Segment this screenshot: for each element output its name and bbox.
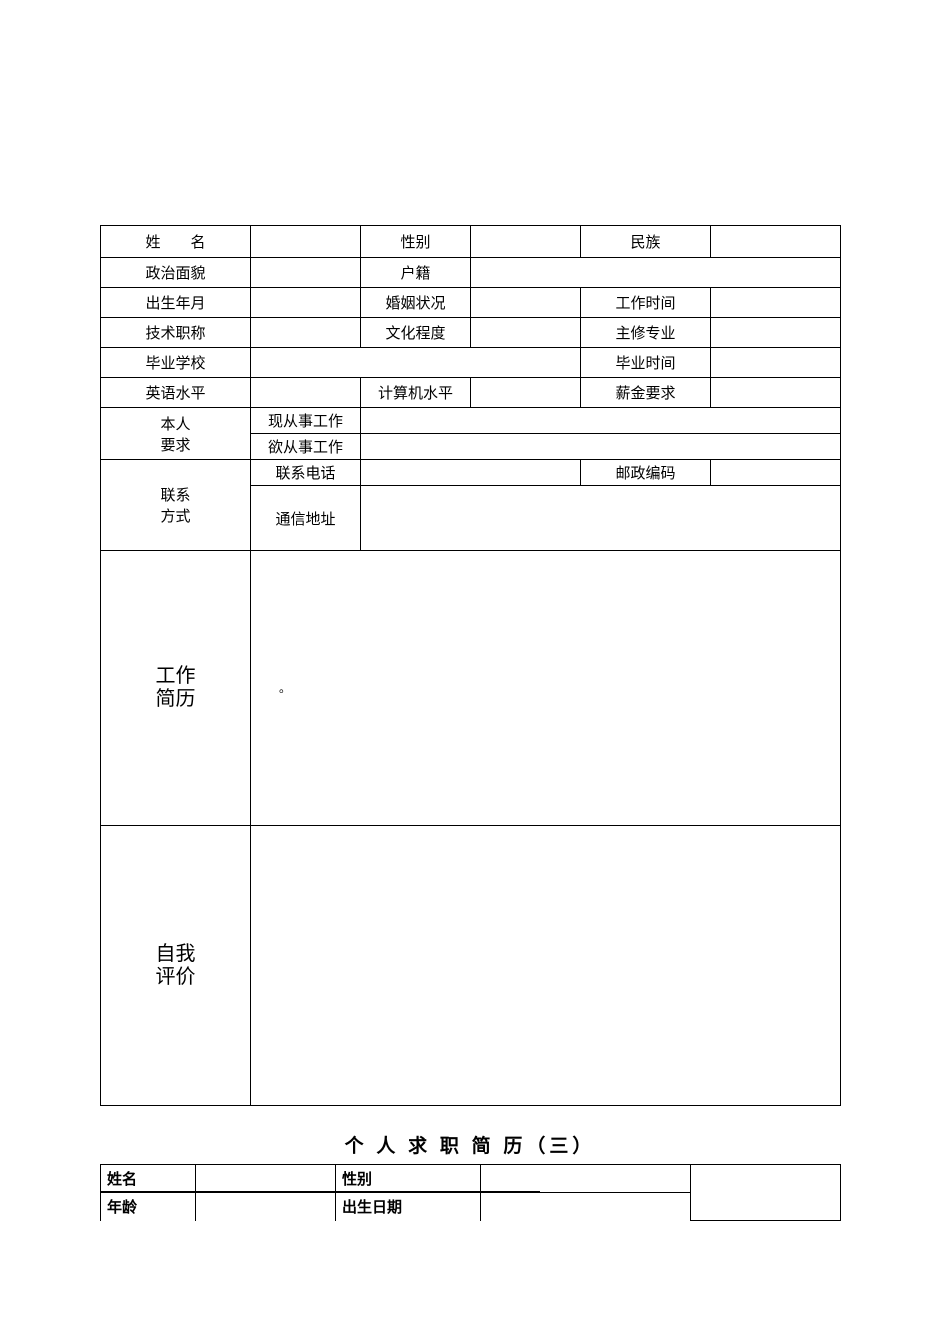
value-gradtime bbox=[711, 348, 841, 378]
section3-title: 个 人 求 职 简 历（三） bbox=[100, 1125, 840, 1164]
main-table: 姓 名 性别 民族 政治面貌 户籍 出生年月 婚姻状况 工作时间 技术职称 文化… bbox=[100, 225, 841, 1106]
label-current-job: 现从事工作 bbox=[251, 408, 361, 434]
value-political bbox=[251, 258, 361, 288]
label-address: 通信地址 bbox=[251, 486, 361, 551]
label-contact: 联系 方式 bbox=[101, 460, 251, 551]
label-education: 文化程度 bbox=[361, 318, 471, 348]
value-major bbox=[711, 318, 841, 348]
label-name: 姓 名 bbox=[101, 226, 251, 258]
value-name bbox=[251, 226, 361, 258]
value-current-job bbox=[361, 408, 841, 434]
label-work-history: 工作 简历 bbox=[101, 551, 251, 826]
value-education bbox=[471, 318, 581, 348]
value-desired-job bbox=[361, 434, 841, 460]
value-gender bbox=[471, 226, 581, 258]
label-gender: 性别 bbox=[361, 226, 471, 258]
value-self-eval bbox=[251, 826, 841, 1106]
value-gender2 bbox=[481, 1165, 691, 1193]
label-self-eval: 自我 评价 bbox=[101, 826, 251, 1106]
label-hukou: 户籍 bbox=[361, 258, 471, 288]
label-school: 毕业学校 bbox=[101, 348, 251, 378]
value-age2 bbox=[196, 1193, 336, 1221]
label-english: 英语水平 bbox=[101, 378, 251, 408]
value-birthdate2 bbox=[481, 1193, 691, 1221]
label-personal-req: 本人 要求 bbox=[101, 408, 251, 460]
value-ethnicity bbox=[711, 226, 841, 258]
label-computer: 计算机水平 bbox=[361, 378, 471, 408]
value-work-history: 。 bbox=[251, 551, 841, 826]
value-photo2 bbox=[691, 1165, 841, 1221]
resume-form-table: 姓 名 性别 民族 政治面貌 户籍 出生年月 婚姻状况 工作时间 技术职称 文化… bbox=[100, 225, 840, 1106]
value-salary bbox=[711, 378, 841, 408]
label-phone: 联系电话 bbox=[251, 460, 361, 486]
label-techtitle: 技术职称 bbox=[101, 318, 251, 348]
value-computer bbox=[471, 378, 581, 408]
label-name2: 姓名 bbox=[101, 1165, 196, 1193]
label-political: 政治面貌 bbox=[101, 258, 251, 288]
label-marital: 婚姻状况 bbox=[361, 288, 471, 318]
strike-line bbox=[100, 1191, 540, 1192]
label-gender2: 性别 bbox=[336, 1165, 481, 1193]
label-age2: 年龄 bbox=[101, 1193, 196, 1221]
value-marital bbox=[471, 288, 581, 318]
label-worktime: 工作时间 bbox=[581, 288, 711, 318]
label-postcode: 邮政编码 bbox=[581, 460, 711, 486]
label-ethnicity: 民族 bbox=[581, 226, 711, 258]
label-salary: 薪金要求 bbox=[581, 378, 711, 408]
label-birth: 出生年月 bbox=[101, 288, 251, 318]
label-major: 主修专业 bbox=[581, 318, 711, 348]
value-name2 bbox=[196, 1165, 336, 1193]
value-school bbox=[251, 348, 581, 378]
section3-table: 姓名 性别 年龄 出生日期 bbox=[100, 1164, 841, 1221]
value-techtitle bbox=[251, 318, 361, 348]
value-postcode bbox=[711, 460, 841, 486]
value-address bbox=[361, 486, 841, 551]
value-english bbox=[251, 378, 361, 408]
value-phone bbox=[361, 460, 581, 486]
label-gradtime: 毕业时间 bbox=[581, 348, 711, 378]
resume-section-3: 个 人 求 职 简 历（三） 姓名 性别 年龄 出生日期 bbox=[100, 1125, 840, 1221]
label-desired-job: 欲从事工作 bbox=[251, 434, 361, 460]
value-worktime bbox=[711, 288, 841, 318]
label-birthdate2: 出生日期 bbox=[336, 1193, 481, 1221]
value-hukou bbox=[471, 258, 841, 288]
value-birth bbox=[251, 288, 361, 318]
